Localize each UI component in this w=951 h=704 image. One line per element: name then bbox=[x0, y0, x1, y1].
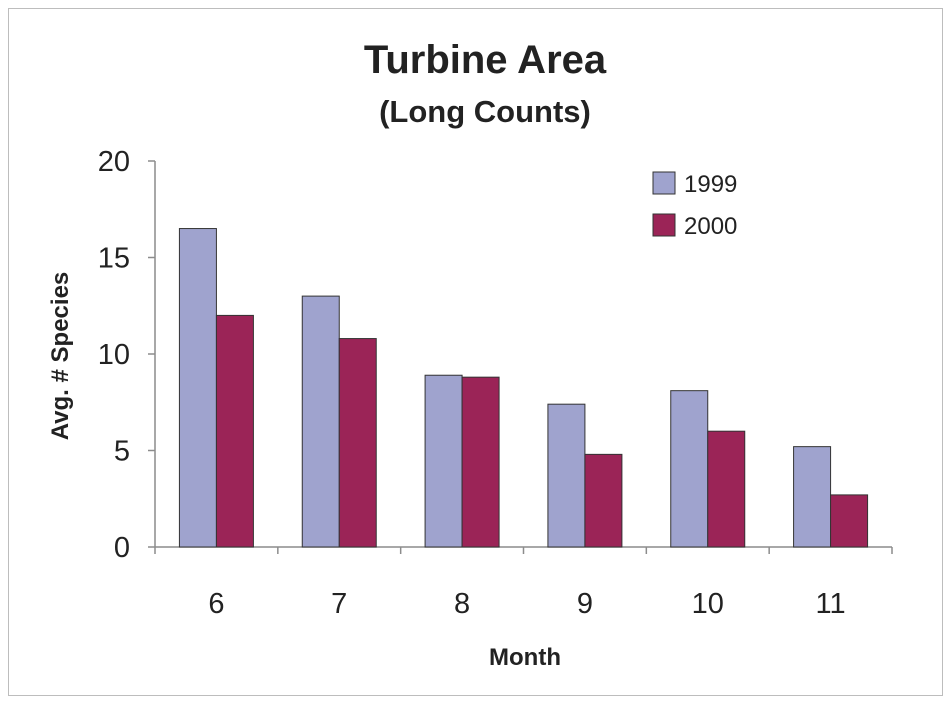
bars bbox=[178, 228, 869, 548]
bar-2000-9 bbox=[584, 453, 623, 548]
bar-1999-11 bbox=[793, 446, 832, 548]
y-tick-label: 20 bbox=[98, 146, 130, 178]
axes bbox=[148, 160, 893, 554]
chart-title: Turbine Area bbox=[364, 38, 607, 82]
bar-2000-10 bbox=[707, 430, 746, 548]
legend-swatch-2000 bbox=[652, 213, 676, 237]
bar-2000-11 bbox=[830, 494, 869, 548]
bar-1999-9 bbox=[547, 403, 586, 548]
chart-frame bbox=[8, 8, 943, 696]
y-tick-label: 15 bbox=[98, 243, 130, 275]
x-tick-label: 10 bbox=[692, 588, 724, 620]
legend: 1999 2000 bbox=[652, 171, 737, 240]
y-tick-label: 0 bbox=[114, 532, 130, 564]
legend-label-1999: 1999 bbox=[684, 171, 737, 198]
x-axis-label: Month bbox=[489, 644, 561, 671]
bar-1999-10 bbox=[670, 390, 709, 548]
legend-label-2000: 2000 bbox=[684, 213, 737, 240]
bar-2000-7 bbox=[338, 338, 377, 548]
bar-2000-6 bbox=[215, 314, 254, 548]
bar-1999-6 bbox=[178, 228, 217, 548]
x-tick-label: 11 bbox=[816, 588, 846, 620]
x-tick-label: 7 bbox=[331, 588, 347, 620]
y-axis-label: Avg. # Species bbox=[47, 272, 74, 441]
x-tick-label: 9 bbox=[577, 588, 593, 620]
bar-1999-7 bbox=[301, 295, 340, 548]
x-tick-label: 8 bbox=[454, 588, 470, 620]
bar-2000-8 bbox=[461, 376, 500, 548]
y-tick-labels: 0 5 10 15 20 bbox=[98, 146, 130, 564]
y-tick-label: 10 bbox=[98, 339, 130, 371]
legend-swatch-1999 bbox=[652, 171, 676, 195]
x-tick-labels: 6 7 8 9 10 11 bbox=[208, 588, 845, 620]
x-tick-label: 6 bbox=[208, 588, 224, 620]
chart-subtitle: (Long Counts) bbox=[379, 94, 591, 129]
y-tick-label: 5 bbox=[114, 436, 130, 468]
bar-1999-8 bbox=[424, 374, 463, 548]
